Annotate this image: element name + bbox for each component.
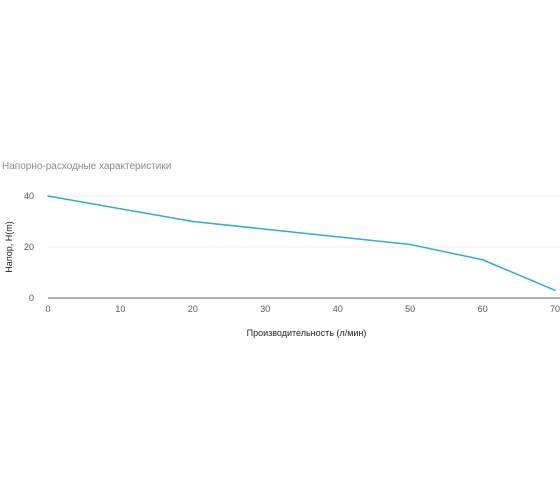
x-axis-label: Производительность (л/мин): [247, 328, 367, 338]
data-point: [554, 289, 556, 292]
x-tick-label: 70: [550, 304, 560, 314]
data-point: [481, 258, 484, 261]
series-line: [47, 195, 556, 292]
x-tick-label: 0: [45, 304, 50, 314]
x-tick-label: 30: [260, 304, 270, 314]
chart-title: Напорно-расходные характеристики: [2, 161, 172, 172]
x-tick-label: 50: [405, 304, 415, 314]
data-point: [409, 243, 411, 246]
y-tick-label: 40: [24, 191, 34, 201]
y-tick-label: 20: [24, 242, 34, 252]
x-tick-label: 40: [333, 304, 343, 314]
x-tick-label: 20: [188, 304, 198, 314]
x-tick-label: 60: [478, 304, 488, 314]
series-lines: [47, 195, 556, 292]
grid-lines: [48, 195, 560, 248]
y-axis-label: Напор, Н(m): [4, 221, 14, 272]
tick-labels: 0 20 40 0 10 20 30 40 50 60 70: [24, 191, 560, 314]
data-point: [47, 195, 49, 197]
y-tick-label: 0: [29, 293, 34, 303]
data-point: [192, 220, 194, 223]
x-tick-label: 10: [115, 304, 125, 314]
